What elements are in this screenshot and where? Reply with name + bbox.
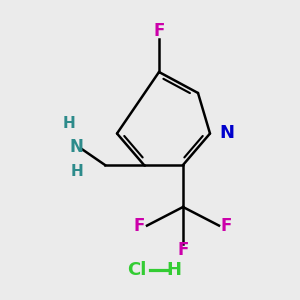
Text: H: H xyxy=(167,261,182,279)
Text: N: N xyxy=(219,124,234,142)
Text: N: N xyxy=(70,138,83,156)
Text: H: H xyxy=(63,116,75,130)
Text: F: F xyxy=(134,217,145,235)
Text: F: F xyxy=(153,22,165,40)
Text: Cl: Cl xyxy=(127,261,146,279)
Text: H: H xyxy=(70,164,83,178)
Text: F: F xyxy=(177,241,189,259)
Text: F: F xyxy=(221,217,232,235)
